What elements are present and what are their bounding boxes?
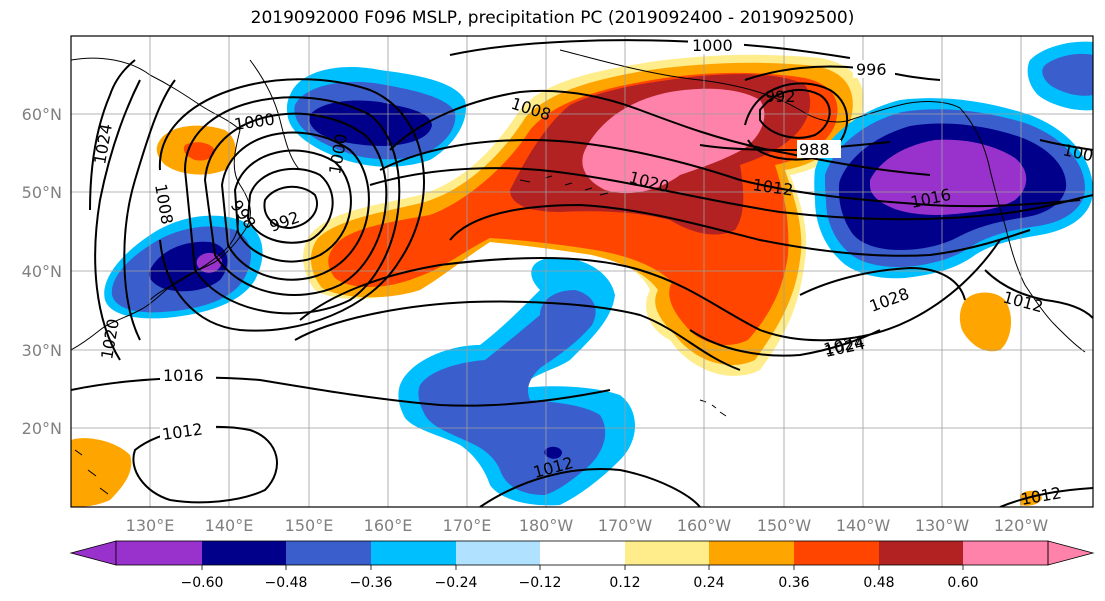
lat-label-60n: 60°N — [22, 105, 62, 124]
colorbar: −0.60 −0.48 −0.36 −0.24 −0.12 0.12 0.24 … — [69, 540, 1095, 591]
lat-label-30n: 30°N — [22, 341, 62, 360]
coast-japan — [149, 214, 239, 301]
lon-label: 170°E — [443, 516, 492, 535]
latitude-labels: 60°N 50°N 40°N 30°N 20°N — [22, 105, 62, 438]
lon-label: 120°W — [994, 516, 1049, 535]
coastlines — [71, 49, 1086, 495]
contour-label: 996 — [856, 60, 887, 79]
colorbar-tick-label: 0.60 — [947, 575, 978, 591]
isobar-wp-ring-4 — [203, 112, 388, 296]
colorbar-tick-label: 0.12 — [609, 575, 640, 591]
coast-sw-islands — [74, 449, 109, 495]
lon-label: 130°E — [126, 516, 175, 535]
coast-kamchatka — [249, 59, 301, 171]
gridlines — [71, 36, 1093, 507]
colorbar-segment — [371, 541, 456, 565]
contour-label: 1012 — [1019, 483, 1062, 509]
lon-label: 160°W — [677, 516, 732, 535]
colorbar-outline — [115, 540, 1049, 566]
lon-label: 130°W — [915, 516, 970, 535]
lat-label-50n: 50°N — [22, 183, 62, 202]
isobar-wp-ring-2 — [233, 149, 352, 263]
contour-label: 992 — [765, 87, 796, 106]
colorbar-ticks — [201, 565, 964, 570]
precip-cp-blue — [418, 290, 606, 495]
colorbar-segment — [879, 541, 963, 565]
isobar-1020-b — [294, 300, 741, 371]
isobar-1024-wp — [89, 59, 136, 211]
isobar-992-ak — [759, 89, 831, 139]
isobar-1012-d — [999, 487, 1093, 507]
longitude-labels: 130°E 140°E 150°E 160°E 170°E 180°W 170°… — [126, 516, 1049, 535]
isobar-1016-wp — [123, 79, 176, 341]
precip-ne-blue — [1042, 53, 1093, 96]
colorbar-segment — [202, 541, 286, 565]
colorbar-segment — [625, 541, 709, 565]
isobar-1008 — [389, 89, 931, 176]
coast-asia — [71, 57, 251, 351]
coast-north-america — [959, 107, 1086, 353]
isobar-low-ring-1 — [744, 82, 848, 161]
lon-label: 140°E — [205, 516, 254, 535]
colorbar-tick-label: 0.24 — [693, 575, 724, 591]
isobar-1008-wp — [158, 78, 425, 332]
precip-plume-pink — [582, 88, 765, 194]
isobar-1020-a — [449, 203, 1031, 257]
isobar-1016-a — [369, 167, 1093, 221]
coast-hawaii — [699, 399, 727, 417]
lat-label-20n: 20°N — [22, 419, 62, 438]
coast-aleutians — [519, 175, 609, 196]
colorbar-segment — [709, 541, 794, 565]
isobar-1012-c — [479, 468, 701, 507]
isobar-1024-b — [689, 329, 881, 357]
colorbar-extend-min — [69, 540, 117, 566]
lon-label: 150°W — [757, 516, 812, 535]
colorbar-tick-label: 0.48 — [863, 575, 894, 591]
colorbar-segment — [540, 541, 625, 565]
colorbar-extend-max — [1047, 540, 1095, 566]
colorbar-tick-label: −0.12 — [519, 575, 562, 591]
colorbar-segment — [963, 541, 1048, 565]
isobar-1000-ne — [1039, 139, 1093, 151]
contour-label: 1016 — [163, 366, 204, 385]
precip-jp-red — [183, 142, 215, 161]
colorbar-segment — [286, 541, 371, 565]
precip-se-orange — [1020, 490, 1042, 506]
lat-label-40n: 40°N — [22, 262, 62, 281]
coast-alaska — [559, 49, 961, 123]
precip-negative-shading — [104, 41, 1093, 506]
colorbar-segment — [794, 541, 879, 565]
colorbar-tick-label: −0.60 — [181, 575, 224, 591]
map-title: 2019092000 F096 MSLP, precipitation PC (… — [250, 8, 855, 28]
map-frame — [70, 35, 1094, 508]
isobar-1024-a — [299, 239, 1001, 342]
isobar-1000-wp — [183, 96, 401, 315]
colorbar-segment — [116, 541, 202, 565]
isobar-992-wp — [263, 185, 318, 230]
colorbar-tick-label: −0.36 — [350, 575, 393, 591]
isobar-1020-wp — [94, 79, 141, 361]
colorbar-tick-label: 0.36 — [778, 575, 809, 591]
lon-label: 180°W — [519, 516, 574, 535]
contour-label: 988 — [799, 140, 830, 159]
isobar-1012-e — [984, 269, 1093, 319]
colorbar-segment — [456, 541, 540, 565]
colorbar-tick-label: −0.48 — [265, 575, 308, 591]
precip-sw-orange — [71, 438, 132, 507]
contour-label: 1000 — [692, 36, 733, 55]
isobar-1012-a — [379, 138, 1081, 208]
precip-cp-navy — [544, 446, 562, 459]
lon-label: 160°E — [364, 516, 413, 535]
lon-label: 140°W — [836, 516, 891, 535]
isobar-wp-ring-3 — [220, 131, 370, 281]
isobar-wp-ring-1 — [246, 167, 334, 244]
isobar-1028 — [799, 266, 966, 301]
precip-ca-orange — [959, 292, 1012, 352]
lon-label: 170°W — [598, 516, 653, 535]
lon-label: 150°E — [285, 516, 334, 535]
colorbar-tick-label: −0.24 — [435, 575, 478, 591]
